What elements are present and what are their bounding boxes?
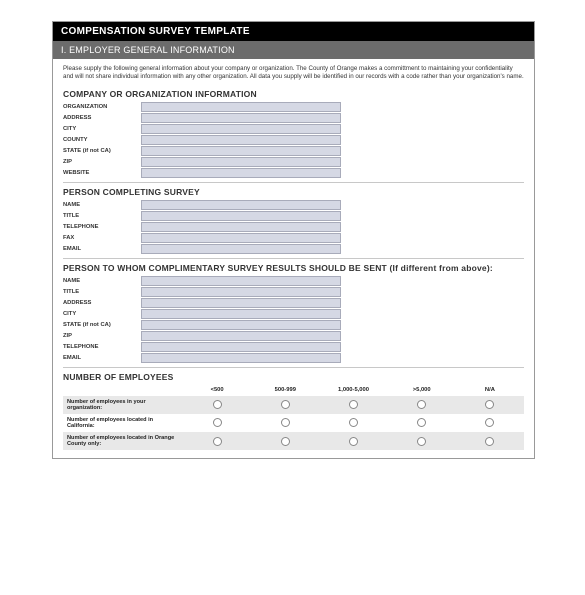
radio-option[interactable] (349, 400, 358, 409)
field-label: STATE (if not CA) (63, 148, 141, 154)
radio-option[interactable] (281, 400, 290, 409)
field-label: CITY (63, 126, 141, 132)
person-completing-heading: PERSON COMPLETING SURVEY (63, 187, 524, 197)
r-state-input[interactable] (141, 320, 341, 330)
email-input[interactable] (141, 244, 341, 254)
field-label: NAME (63, 202, 141, 208)
col-header: 500-999 (251, 385, 319, 396)
radio-option[interactable] (213, 437, 222, 446)
survey-page: COMPENSATION SURVEY TEMPLATE I. EMPLOYER… (52, 21, 535, 459)
radio-cell (319, 414, 387, 432)
radio-cell (456, 396, 524, 414)
r-name-input[interactable] (141, 276, 341, 286)
radio-option[interactable] (485, 400, 494, 409)
field-label: ZIP (63, 333, 141, 339)
radio-cell (456, 432, 524, 450)
employees-table: <500 500-999 1,000-5,000 >5,000 N/A Numb… (63, 385, 524, 451)
r-telephone-input[interactable] (141, 342, 341, 352)
field-label: ADDRESS (63, 115, 141, 121)
zip-input[interactable] (141, 157, 341, 167)
title-input[interactable] (141, 211, 341, 221)
r-address-input[interactable] (141, 298, 341, 308)
county-input[interactable] (141, 135, 341, 145)
company-heading: COMPANY OR ORGANIZATION INFORMATION (63, 89, 524, 99)
radio-cell (183, 432, 251, 450)
field-label: EMAIL (63, 355, 141, 361)
organization-input[interactable] (141, 102, 341, 112)
radio-option[interactable] (281, 418, 290, 427)
radio-cell (251, 414, 319, 432)
radio-option[interactable] (485, 418, 494, 427)
telephone-input[interactable] (141, 222, 341, 232)
divider (63, 367, 524, 368)
radio-option[interactable] (349, 437, 358, 446)
field-label: ORGANIZATION (63, 104, 141, 110)
radio-option[interactable] (417, 400, 426, 409)
field-label: CITY (63, 311, 141, 317)
r-email-input[interactable] (141, 353, 341, 363)
radio-cell (183, 396, 251, 414)
field-label: TELEPHONE (63, 344, 141, 350)
field-label: ADDRESS (63, 300, 141, 306)
field-label: WEBSITE (63, 170, 141, 176)
col-header: N/A (456, 385, 524, 396)
radio-option[interactable] (213, 400, 222, 409)
row-label: Number of employees located in Californi… (63, 414, 183, 432)
divider (63, 182, 524, 183)
radio-option[interactable] (349, 418, 358, 427)
row-label: Number of employees in your organization… (63, 396, 183, 414)
table-header-blank (63, 385, 183, 396)
field-label: ZIP (63, 159, 141, 165)
radio-option[interactable] (417, 418, 426, 427)
field-label: EMAIL (63, 246, 141, 252)
radio-cell (388, 414, 456, 432)
radio-cell (319, 432, 387, 450)
person-results-heading: PERSON TO WHOM COMPLIMENTARY SURVEY RESU… (63, 263, 524, 273)
radio-option[interactable] (213, 418, 222, 427)
radio-cell (388, 396, 456, 414)
divider (63, 258, 524, 259)
state-input[interactable] (141, 146, 341, 156)
row-label: Number of employees located in Orange Co… (63, 432, 183, 450)
radio-cell (319, 396, 387, 414)
field-label: TITLE (63, 213, 141, 219)
radio-option[interactable] (281, 437, 290, 446)
radio-option[interactable] (417, 437, 426, 446)
r-zip-input[interactable] (141, 331, 341, 341)
section-title: I. EMPLOYER GENERAL INFORMATION (53, 41, 534, 59)
name-input[interactable] (141, 200, 341, 210)
field-label: TITLE (63, 289, 141, 295)
radio-cell (456, 414, 524, 432)
city-input[interactable] (141, 124, 341, 134)
radio-cell (388, 432, 456, 450)
website-input[interactable] (141, 168, 341, 178)
r-city-input[interactable] (141, 309, 341, 319)
r-title-input[interactable] (141, 287, 341, 297)
field-label: STATE (if not CA) (63, 322, 141, 328)
col-header: <500 (183, 385, 251, 396)
col-header: 1,000-5,000 (319, 385, 387, 396)
content-area: Please supply the following general info… (53, 59, 534, 458)
address-input[interactable] (141, 113, 341, 123)
radio-option[interactable] (485, 437, 494, 446)
field-label: NAME (63, 278, 141, 284)
field-label: COUNTY (63, 137, 141, 143)
fax-input[interactable] (141, 233, 341, 243)
intro-text: Please supply the following general info… (63, 65, 524, 81)
page-title: COMPENSATION SURVEY TEMPLATE (53, 22, 534, 41)
radio-cell (251, 432, 319, 450)
field-label: TELEPHONE (63, 224, 141, 230)
radio-cell (251, 396, 319, 414)
field-label: FAX (63, 235, 141, 241)
col-header: >5,000 (388, 385, 456, 396)
employees-heading: NUMBER OF EMPLOYEES (63, 372, 524, 382)
radio-cell (183, 414, 251, 432)
